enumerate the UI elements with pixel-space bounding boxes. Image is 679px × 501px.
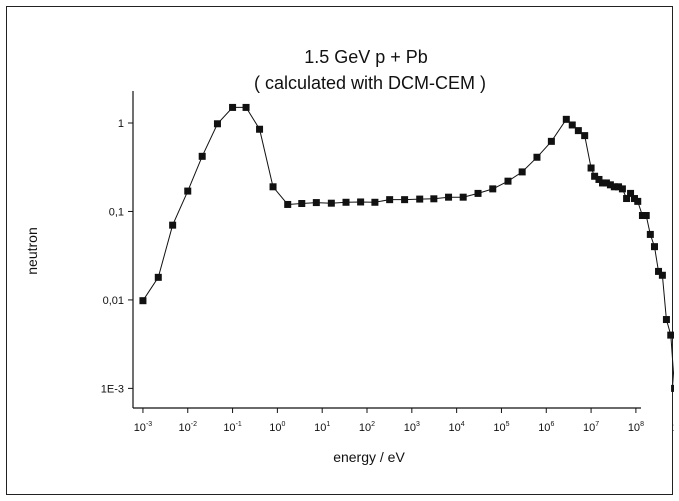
data-point [459, 193, 467, 201]
data-point [602, 179, 610, 187]
chart-subtitle: ( calculated with DCM-CEM ) [254, 73, 486, 93]
data-point [445, 193, 453, 201]
data-point [154, 273, 162, 281]
y-tick-label: 1 [118, 118, 124, 130]
data-point [242, 103, 250, 111]
y-tick-label: 1E-3 [101, 383, 124, 395]
x-tick-label: 10-3 [134, 421, 153, 434]
data-point [504, 177, 512, 185]
chart-title: 1.5 GeV p + Pb [304, 47, 428, 67]
chart: 1.5 GeV p + Pb ( calculated with DCM-CEM… [24, 47, 674, 465]
data-point [618, 185, 626, 193]
data-point [574, 127, 582, 135]
data-point [587, 164, 595, 172]
x-tick-label: 102 [359, 421, 375, 434]
x-tick-label: 104 [449, 421, 465, 434]
data-point [547, 137, 555, 145]
x-tick-label: 10-1 [223, 421, 242, 434]
data-point [533, 153, 541, 161]
data-point [568, 121, 576, 129]
data-point [256, 125, 264, 133]
x-tick-label: 100 [269, 421, 285, 434]
series-line [142, 106, 674, 388]
data-point [615, 183, 623, 191]
data-point [342, 198, 350, 206]
data-point [599, 179, 607, 187]
data-point [386, 196, 394, 204]
plot-axes [132, 91, 641, 409]
x-tick-label: 106 [538, 421, 554, 434]
x-tick-label: 101 [314, 421, 330, 434]
data-point [581, 132, 589, 140]
data-point [658, 271, 666, 279]
data-point [638, 212, 646, 220]
data-point [312, 199, 320, 207]
x-tick-label: 108 [628, 421, 644, 434]
data-point [595, 175, 603, 183]
data-point [416, 195, 424, 203]
data-point [606, 181, 614, 189]
data-point [655, 267, 663, 275]
data-point [591, 172, 599, 180]
series-group [139, 103, 674, 392]
data-point [169, 221, 177, 229]
data-point [610, 183, 618, 191]
data-point [357, 198, 365, 206]
data-point [671, 384, 674, 392]
data-point [634, 197, 642, 205]
x-tick-label: 105 [493, 421, 509, 434]
data-point [662, 316, 670, 324]
data-point [650, 243, 658, 251]
data-point [213, 120, 221, 128]
data-point [562, 115, 570, 123]
y-tick-label: 0,1 [109, 206, 124, 218]
data-point [642, 212, 650, 220]
data-point [623, 195, 631, 203]
y-tick-group: 1E-3 0,01 0,1 1 [101, 118, 133, 395]
data-point [184, 187, 192, 195]
x-tick-label: 109 [673, 421, 674, 434]
data-point [474, 189, 482, 197]
data-point [667, 331, 674, 339]
data-point [269, 183, 277, 191]
data-point [198, 152, 206, 160]
data-point [489, 185, 497, 193]
data-point [401, 196, 409, 204]
x-axis-label: energy / eV [333, 449, 405, 465]
data-point [327, 199, 335, 207]
y-tick-label: 0,01 [103, 295, 124, 307]
data-point [229, 103, 237, 111]
x-tick-label: 107 [583, 421, 599, 434]
x-tick-group: 10-3 10-2 10-1 100 101 102 103 104 105 106 107 108 1… [134, 408, 674, 434]
data-point [518, 168, 526, 176]
data-point [139, 297, 147, 305]
data-point [298, 200, 306, 208]
data-point [371, 198, 379, 206]
data-point [284, 200, 292, 208]
data-point [627, 189, 635, 197]
y-axis-label: neutron [24, 227, 40, 274]
data-point [430, 195, 438, 203]
data-point [646, 230, 654, 238]
x-tick-label: 10-2 [179, 421, 198, 434]
x-tick-label: 103 [404, 421, 420, 434]
figure-frame: 1.5 GeV p + Pb ( calculated with DCM-CEM… [6, 6, 674, 495]
